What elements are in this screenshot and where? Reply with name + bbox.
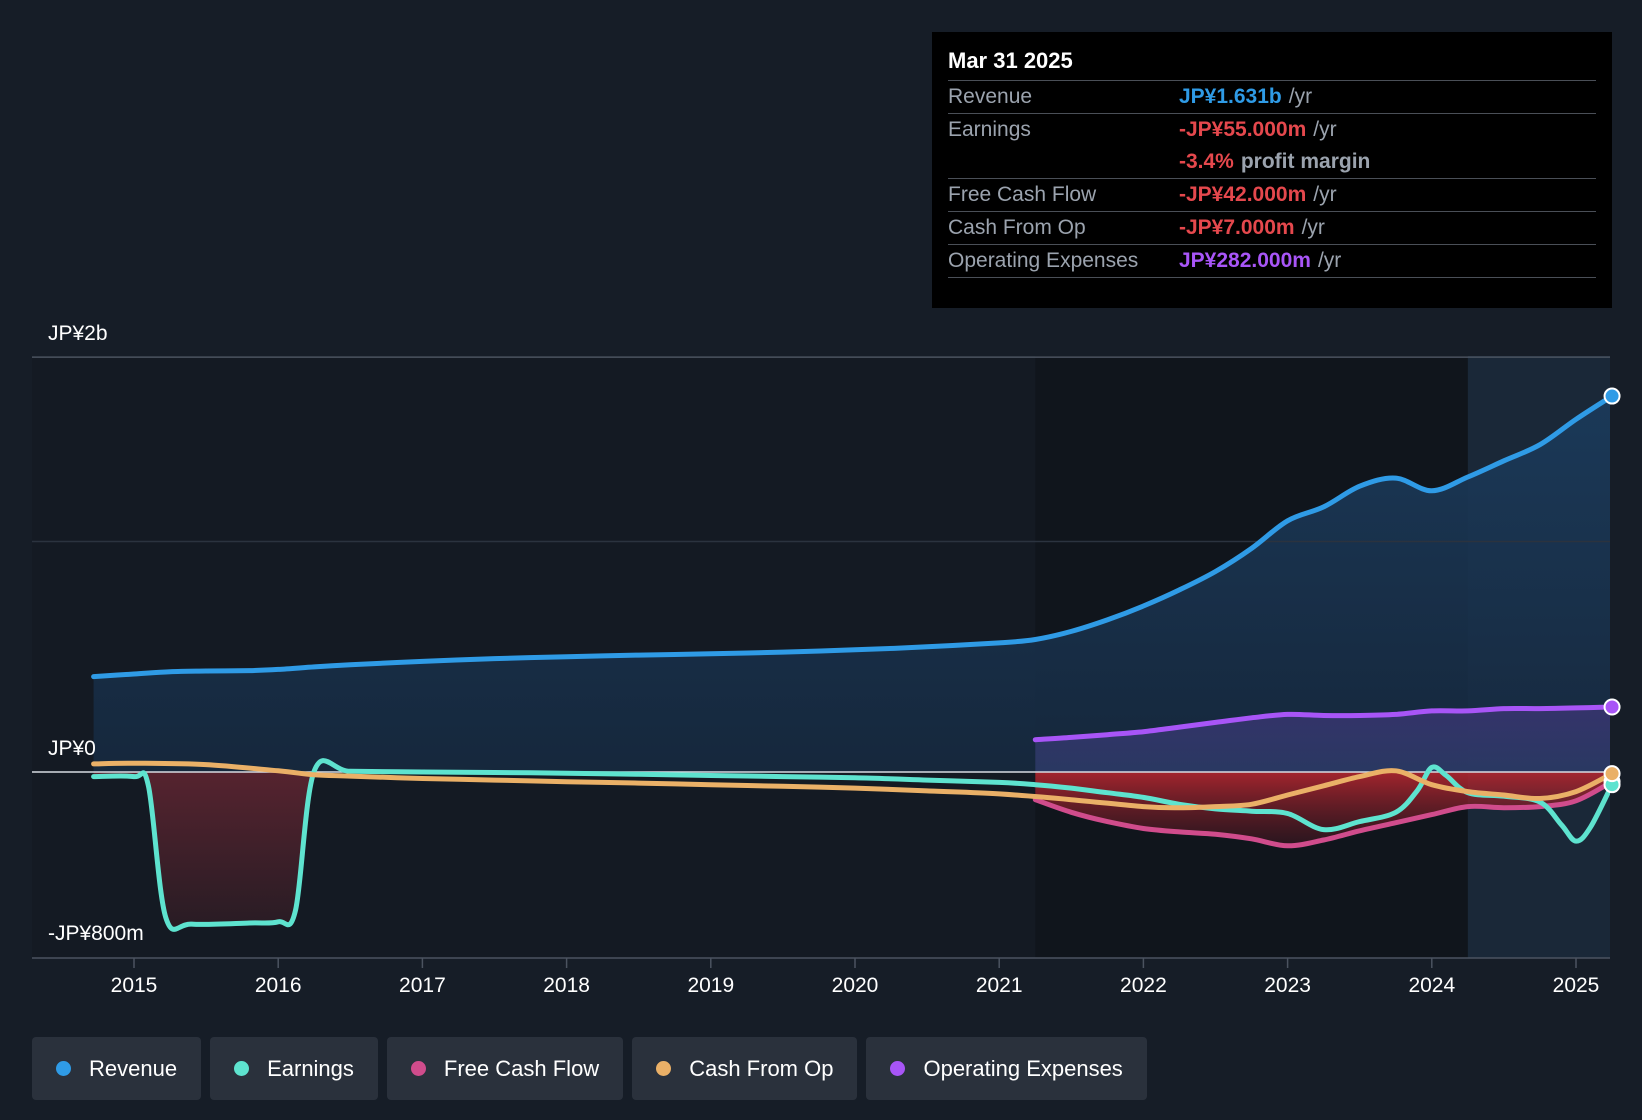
tooltip-value: -3.4% — [1179, 150, 1234, 173]
x-tick-label: 2021 — [976, 974, 1023, 997]
tooltip-row-revenue: Revenue JP¥1.631b /yr — [948, 80, 1596, 113]
x-tick-label: 2023 — [1264, 974, 1311, 997]
legend-item-earnings[interactable]: Earnings — [210, 1037, 378, 1100]
free-cash-flow-line — [1032, 779, 1610, 849]
tooltip-row-fcf: Free Cash Flow -JP¥42.000m /yr — [948, 178, 1596, 211]
tooltip-value: JP¥282.000m — [1179, 249, 1311, 272]
legend-label: Free Cash Flow — [443, 1055, 600, 1081]
x-tick-label: 2016 — [255, 974, 302, 997]
tooltip-unit: profit margin — [1240, 150, 1371, 173]
legend-item-operating-expenses[interactable]: Operating Expenses — [866, 1037, 1147, 1100]
cash-from-op-line — [91, 760, 1610, 811]
earnings-dot-icon — [234, 1061, 250, 1076]
y-tick-label: JP¥0 — [48, 737, 96, 760]
tooltip-date: Mar 31 2025 — [948, 48, 1073, 73]
tooltip-label: Revenue — [948, 85, 1033, 108]
earnings-line — [91, 758, 1610, 932]
tooltip-row-opex: Operating Expenses JP¥282.000m /yr — [948, 244, 1596, 278]
operating-expenses-area — [1035, 707, 1610, 772]
y-tick-label: -JP¥800m — [48, 922, 144, 945]
cash-from-op-endpoint — [1603, 765, 1621, 783]
tooltip-unit: /yr — [1313, 183, 1337, 206]
tooltip-label: Operating Expenses — [948, 249, 1139, 272]
tooltip-value: JP¥1.631b — [1179, 85, 1282, 108]
x-tick-label: 2025 — [1553, 974, 1600, 997]
tooltip-unit: /yr — [1317, 249, 1342, 272]
legend: Revenue Earnings Free Cash Flow Cash Fro… — [32, 1037, 1147, 1100]
tooltip-label: Earnings — [948, 118, 1031, 141]
revenue-dot-icon — [56, 1061, 71, 1076]
revenue-area — [93, 397, 1610, 772]
cash-from-op-dot-icon — [656, 1061, 672, 1076]
earnings-negative-area — [93, 770, 315, 930]
free-cash-flow-dot-icon — [410, 1061, 426, 1076]
x-tick-label: 2015 — [111, 974, 158, 997]
tooltip-label: Cash From Op — [948, 216, 1086, 239]
tooltip-row-cfo: Cash From Op -JP¥7.000m /yr — [948, 211, 1596, 244]
x-tick-label: 2019 — [687, 974, 734, 997]
tooltip-unit: /yr — [1301, 216, 1325, 239]
tooltip-unit: /yr — [1288, 85, 1313, 108]
tooltip-value: -JP¥7.000m — [1179, 216, 1295, 239]
legend-label: Cash From Op — [689, 1055, 834, 1081]
y-tick-label: JP¥2b — [48, 322, 108, 345]
tooltip-label — [948, 146, 1179, 178]
tooltip: Mar 31 2025 Revenue JP¥1.631b /yr Earnin… — [932, 32, 1612, 308]
tooltip-label: Free Cash Flow — [948, 183, 1097, 206]
x-tick-label: 2022 — [1120, 974, 1167, 997]
operating-expenses-line — [1032, 704, 1610, 743]
legend-item-free-cash-flow[interactable]: Free Cash Flow — [386, 1037, 624, 1100]
operating-expenses-endpoint — [1603, 698, 1621, 716]
tooltip-row-margin: -3.4% profit margin — [948, 146, 1596, 178]
legend-label: Operating Expenses — [923, 1055, 1123, 1081]
tooltip-row-earnings: Earnings -JP¥55.000m /yr — [948, 113, 1596, 146]
revenue-line — [91, 394, 1610, 680]
legend-label: Revenue — [89, 1055, 178, 1081]
legend-item-cash-from-op[interactable]: Cash From Op — [632, 1037, 858, 1100]
x-tick-label: 2017 — [399, 974, 446, 997]
legend-label: Earnings — [267, 1055, 354, 1081]
x-tick-label: 2024 — [1408, 974, 1455, 997]
x-tick-label: 2020 — [832, 974, 879, 997]
operating-expenses-dot-icon — [890, 1061, 906, 1076]
tooltip-value: -JP¥42.000m — [1179, 183, 1307, 206]
revenue-endpoint — [1603, 387, 1621, 405]
legend-item-revenue[interactable]: Revenue — [32, 1037, 202, 1100]
tooltip-value: -JP¥55.000m — [1179, 118, 1307, 141]
tooltip-unit: /yr — [1313, 118, 1337, 141]
x-tick-label: 2018 — [543, 974, 590, 997]
